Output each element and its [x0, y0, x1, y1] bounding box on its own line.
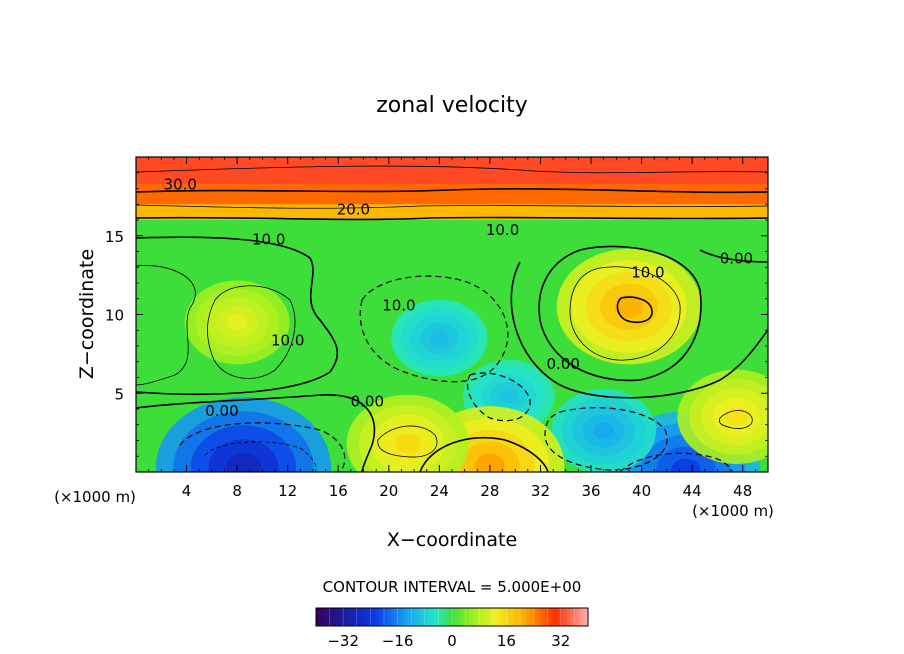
contour-label-5: 10.0: [631, 264, 664, 282]
contour-label-8: 0.00: [547, 355, 580, 373]
x-tick-label-44: 44: [683, 482, 702, 500]
contour-interval-note: CONTOUR INTERVAL = 5.000E+00: [323, 578, 582, 596]
x-tick-label-16: 16: [329, 482, 348, 500]
x-tick-label-4: 4: [182, 482, 192, 500]
x-tick-label-36: 36: [581, 482, 600, 500]
contour-label-1: 20.0: [337, 201, 370, 219]
minimum-region-5-level-4: [429, 330, 449, 346]
colorbar-tick-label-4: 32: [551, 632, 570, 650]
jet-band-inner: [136, 157, 768, 184]
minimum-region-2-level-4: [225, 453, 261, 472]
maximum-region-9-level-4: [724, 407, 749, 427]
x-unit-label-right: (×1000 m): [692, 502, 774, 520]
y-tick-label-15: 15: [105, 228, 124, 246]
contour-label-3: 10.0: [486, 221, 519, 239]
contour-label-10: 0.00: [205, 402, 238, 420]
colorbar-tick-label-0: −32: [327, 632, 359, 650]
minimum-region-3-level-4: [670, 458, 701, 472]
y-tick-label-5: 5: [114, 385, 124, 403]
x-tick-label-48: 48: [733, 482, 752, 500]
x-tick-label-28: 28: [480, 482, 499, 500]
velocity-field: [136, 157, 768, 472]
colorbar: [316, 608, 588, 626]
x-tick-label-24: 24: [430, 482, 449, 500]
maximum-region-7-level-4: [475, 453, 505, 472]
x-axis-title: X−coordinate: [387, 529, 517, 551]
x-tick-label-12: 12: [278, 482, 297, 500]
y-tick-label-10: 10: [105, 307, 124, 325]
colorbar-tick-label-2: 0: [447, 632, 457, 650]
maximum-region-0-level-4: [614, 295, 644, 319]
x-tick-label-40: 40: [632, 482, 651, 500]
minimum-region-4-level-4: [593, 422, 615, 440]
x-unit-label-left: (×1000 m): [54, 488, 136, 506]
colorbar-tick-label-3: 16: [497, 632, 516, 650]
chart-title: zonal velocity: [376, 93, 528, 118]
contour-label-6: 10.0: [271, 331, 304, 349]
contour-label-4: 0.00: [720, 249, 753, 267]
x-tick-label-20: 20: [379, 482, 398, 500]
contour-label-2: 10.0: [252, 230, 285, 248]
contour-label-9: 0.00: [351, 393, 384, 411]
x-tick-label-8: 8: [232, 482, 242, 500]
y-axis-title: Z−coordinate: [76, 249, 98, 379]
colorbar-ticks: −32 −16 0 16 32: [315, 607, 589, 650]
maximum-region-1-level-4: [226, 313, 248, 331]
contour-label-7: 10.0: [382, 297, 415, 315]
minimum-region-6-level-4: [499, 389, 519, 404]
x-tick-label-32: 32: [531, 482, 550, 500]
colorbar-frame: [315, 607, 589, 627]
colorbar-tick-label-1: −16: [382, 632, 414, 650]
maximum-region-8-level-4: [395, 433, 421, 454]
contour-label-0: 30.0: [164, 175, 197, 193]
contour-lines: [136, 165, 768, 472]
contour-labels: 30.0 20.0 10.0 10.0 0.00 10.0 10.0 10.0 0.00 0.00…: [164, 175, 754, 420]
